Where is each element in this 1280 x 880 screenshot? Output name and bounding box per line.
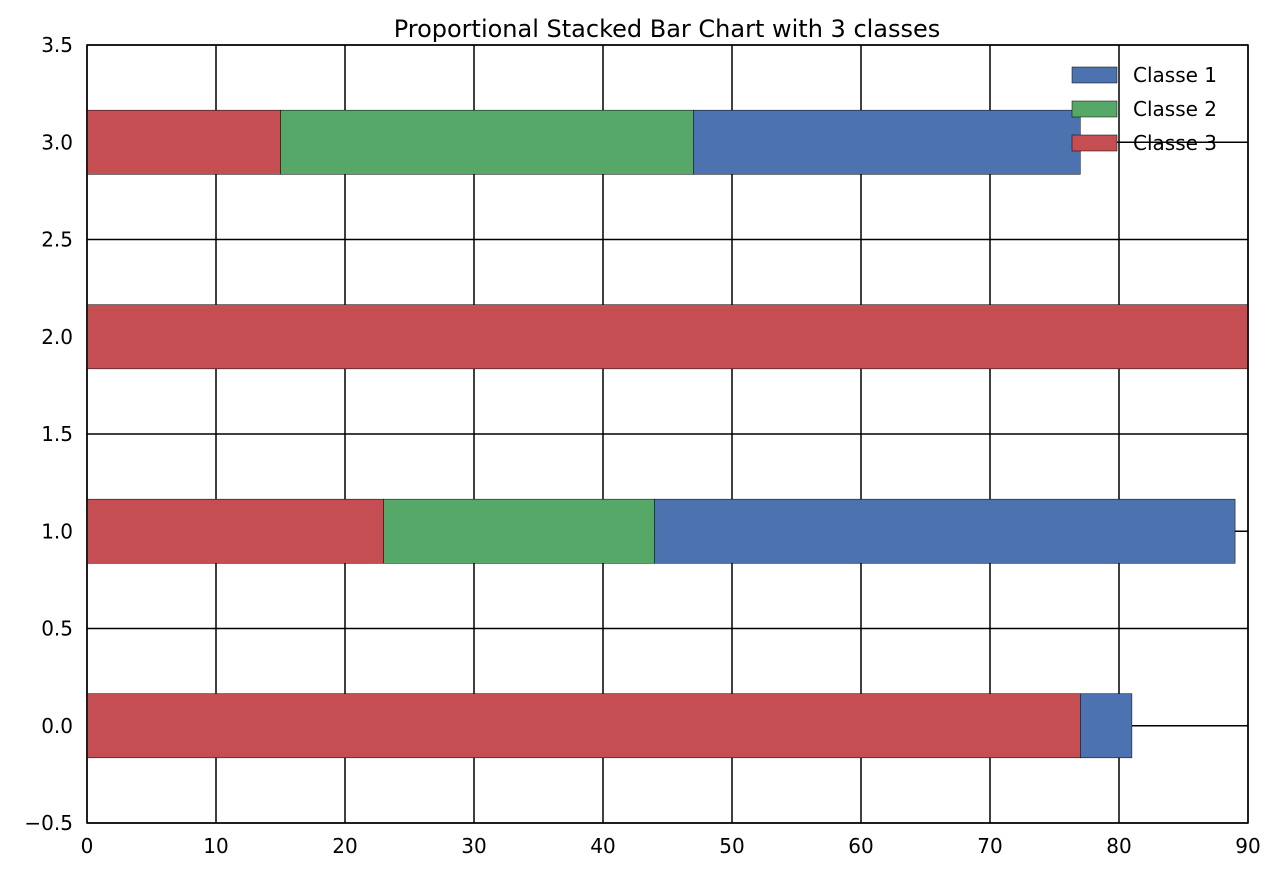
- x-tick-label-3: 30: [461, 834, 486, 858]
- x-tick-label-1: 10: [203, 834, 228, 858]
- bar-classe-1-row-3: [693, 109, 1081, 175]
- bar-classe-3-row-2: [86, 304, 1249, 370]
- y-tick-label-7: 3.0: [41, 130, 73, 154]
- y-tick-label-2: 0.5: [41, 617, 73, 641]
- x-tick-label-6: 60: [848, 834, 873, 858]
- y-tick-label-1: 0.0: [41, 714, 73, 738]
- y-tick-label-3: 1.0: [41, 519, 73, 543]
- bar-classe-1-row-1: [654, 498, 1236, 564]
- bar-classe-2-row-1: [383, 498, 655, 564]
- bar-classe-3-row-0: [86, 693, 1081, 759]
- legend-label-3: Classe 3: [1133, 131, 1217, 155]
- legend-swatch-2: [1071, 100, 1118, 118]
- legend-swatch-1: [1071, 66, 1118, 84]
- legend: Classe 1 Classe 2 Classe 3: [1071, 63, 1217, 155]
- legend-swatch-3: [1071, 134, 1118, 152]
- y-axis: −0.5 0.0 0.5 1.0 1.5 2.0 2.5 3.0 3.5: [24, 33, 73, 835]
- bar-classe-3-row-1: [86, 498, 384, 564]
- bar-classe-1-row-0: [1080, 693, 1133, 759]
- plot-frame: [86, 44, 1249, 824]
- bar-classe-2-row-3: [280, 109, 694, 175]
- x-tick-label-7: 70: [977, 834, 1002, 858]
- legend-label-1: Classe 1: [1133, 63, 1217, 87]
- x-tick-label-2: 20: [332, 834, 357, 858]
- bars: [86, 109, 1249, 759]
- y-tick-label-0: −0.5: [24, 811, 73, 835]
- legend-label-2: Classe 2: [1133, 97, 1217, 121]
- x-tick-label-0: 0: [81, 834, 94, 858]
- x-tick-label-5: 50: [719, 834, 744, 858]
- x-tick-label-4: 40: [590, 834, 615, 858]
- y-tick-label-4: 1.5: [41, 422, 73, 446]
- chart-title: Proportional Stacked Bar Chart with 3 cl…: [394, 15, 941, 43]
- y-tick-label-6: 2.5: [41, 228, 73, 252]
- y-tick-label-8: 3.5: [41, 33, 73, 57]
- y-tick-label-5: 2.0: [41, 325, 73, 349]
- bar-classe-3-row-3: [86, 109, 281, 175]
- x-tick-label-9: 90: [1235, 834, 1260, 858]
- x-tick-label-8: 80: [1106, 834, 1131, 858]
- x-axis: 0 10 20 30 40 50 60 70 80 90: [81, 834, 1261, 858]
